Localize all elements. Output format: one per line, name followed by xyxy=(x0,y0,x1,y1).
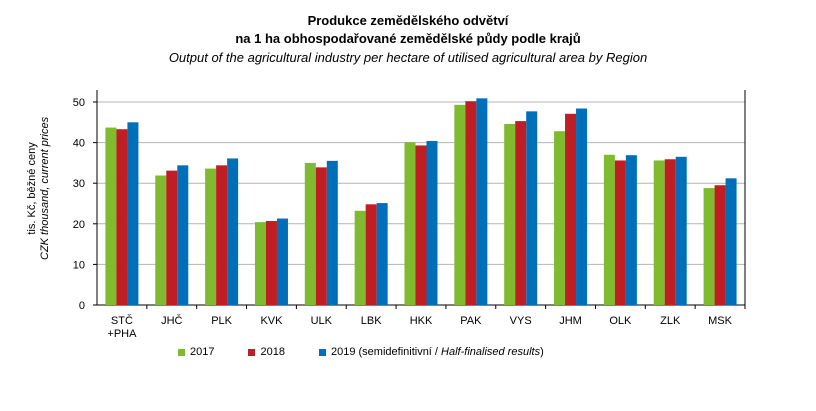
y-tick-label: 50 xyxy=(73,97,85,109)
legend-swatch xyxy=(318,348,326,356)
bar-2019-PLK xyxy=(227,158,239,305)
bar-2017-LBK xyxy=(354,210,366,305)
legend-label-suffix: (semidefinitivní / xyxy=(355,346,442,358)
bar-2019-MSK xyxy=(725,178,737,305)
legend-item-2017: 2017 xyxy=(178,346,214,358)
bar-2018-ZLK xyxy=(664,159,676,305)
bar-2017-VYS xyxy=(504,123,516,305)
legend-label-italic: Half-finalised results xyxy=(441,346,541,358)
bar-2018-PAK xyxy=(465,101,477,305)
bar-2018-JHČ xyxy=(166,170,178,305)
bar-2017-KVK xyxy=(254,222,266,305)
bar-2017-STČ xyxy=(105,127,117,305)
bar-2018-PLK xyxy=(216,165,228,305)
bar-2017-JHM xyxy=(554,131,566,305)
legend-item-2018: 2018 xyxy=(248,346,285,358)
legend: 2017 2018 2019 (semidefinitivní / Half-f… xyxy=(178,346,578,358)
bar-2018-LBK xyxy=(365,204,377,305)
bar-2017-PAK xyxy=(454,104,466,305)
y-tick-label: 10 xyxy=(73,259,85,271)
legend-swatch xyxy=(248,348,256,356)
bar-2018-OLK xyxy=(614,160,626,305)
bar-2017-ZLK xyxy=(653,160,665,305)
x-tick-label: JHM xyxy=(559,315,582,327)
legend-label: 2019 xyxy=(330,346,356,358)
x-tick-label: PAK xyxy=(460,315,482,327)
bar-2017-ULK xyxy=(304,162,316,305)
legend-label: 2018 xyxy=(260,346,285,358)
bar-2018-MSK xyxy=(714,185,726,305)
bar-2017-MSK xyxy=(703,188,715,305)
bar-2019-JHČ xyxy=(177,165,189,305)
bar-2017-PLK xyxy=(205,168,217,305)
x-tick-label: JHČ xyxy=(161,314,182,327)
x-tick-label: PLK xyxy=(211,315,232,327)
x-tick-label: OLK xyxy=(609,315,632,327)
x-tick-label: LBK xyxy=(361,315,382,327)
bar-2018-ULK xyxy=(315,167,327,305)
chart-title-line2: na 1 ha obhospodařované zemědělské půdy … xyxy=(235,31,581,46)
bar-2019-VYS xyxy=(526,111,538,305)
bar-2018-KVK xyxy=(265,220,277,305)
bar-2019-OLK xyxy=(625,155,637,305)
bar-2018-JHM xyxy=(565,113,577,305)
bar-2019-LBK xyxy=(376,203,388,305)
legend-swatch xyxy=(178,348,185,356)
bar-2019-ZLK xyxy=(675,156,687,305)
y-tick-label: 30 xyxy=(73,178,85,190)
x-tick-label: ZLK xyxy=(660,315,681,327)
bar-2017-HKK xyxy=(404,142,416,305)
bar-2019-HKK xyxy=(426,140,438,305)
chart-subtitle: Output of the agricultural industry per … xyxy=(168,50,648,65)
bar-2017-OLK xyxy=(603,154,615,305)
bar-2019-STČ xyxy=(127,122,139,305)
bar-2018-VYS xyxy=(515,121,527,305)
legend-item-2019: 2019 (semidefinitivní / Half-finalised r… xyxy=(318,346,544,358)
x-tick-label: STČ +PHA xyxy=(107,314,137,340)
legend-label-end: ) xyxy=(540,346,544,358)
bar-2019-KVK xyxy=(276,218,288,305)
chart-title: Produkce zemědělského odvětví xyxy=(307,13,509,28)
bar-2019-JHM xyxy=(576,108,588,305)
x-tick-label: MSK xyxy=(708,315,733,327)
y-tick-label: 20 xyxy=(73,219,85,231)
x-tick-label: HKK xyxy=(410,315,433,327)
bar-2019-ULK xyxy=(326,160,338,305)
bar-2018-STČ xyxy=(116,129,128,305)
x-tick-label: KVK xyxy=(260,315,283,327)
legend-label: 2017 xyxy=(190,346,215,358)
bar-2017-JHČ xyxy=(155,175,167,305)
x-tick-label: VYS xyxy=(510,315,532,327)
y-tick-label: 0 xyxy=(79,300,85,312)
bar-2018-HKK xyxy=(415,145,427,305)
y-tick-label: 40 xyxy=(73,138,85,150)
x-tick-label: ULK xyxy=(311,315,333,327)
bar-2019-PAK xyxy=(476,98,488,305)
